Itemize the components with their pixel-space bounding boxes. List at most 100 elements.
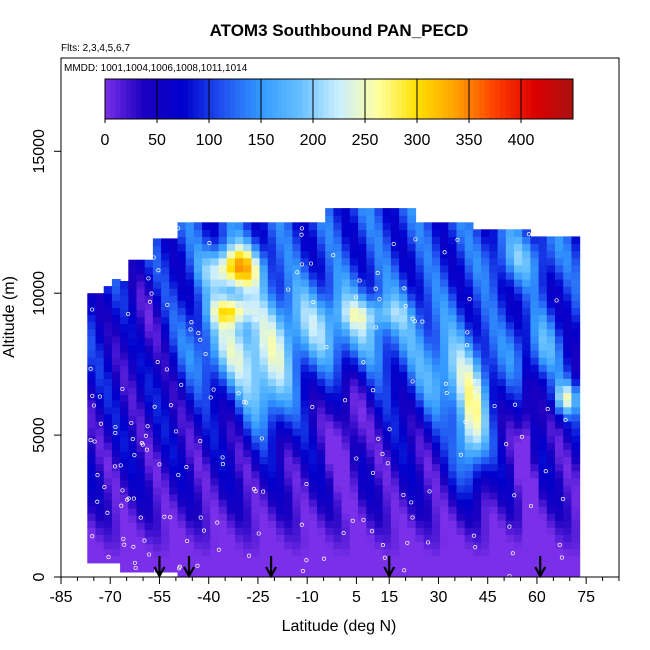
colorbar-segment: [536, 79, 543, 119]
colorbar-tick-label: 0: [101, 132, 110, 149]
x-tick-label: 5: [352, 589, 361, 606]
colorbar-segment: [110, 79, 116, 119]
colorbar-segment: [162, 79, 168, 119]
colorbar-segment: [432, 79, 439, 119]
colorbar-segment: [567, 79, 574, 119]
colorbar-segment: [177, 79, 184, 119]
colorbar-segment: [349, 79, 355, 119]
colorbar-segment: [214, 79, 220, 119]
profile-marker-arrow: [534, 556, 547, 579]
colorbar-segment: [193, 79, 199, 119]
x-axis: -85 -70 -55 -40 -25 -10 5 15 30 45 60 75: [49, 577, 620, 606]
colorbar-segment: [562, 79, 569, 119]
colorbar-segment: [151, 79, 158, 119]
colorbar-tick-label: 100: [196, 132, 223, 149]
profile-marker-arrow: [265, 556, 278, 579]
colorbar-segment: [183, 79, 189, 119]
colorbar-segment: [250, 79, 257, 119]
dates-note: MMDD: 1001,1004,1006,1008,1011,1014: [64, 63, 248, 74]
colorbar-tick-label: 200: [300, 132, 327, 149]
colorbar-segment: [172, 79, 179, 119]
profile-marker-arrow: [383, 556, 396, 579]
colorbar-segment: [484, 79, 491, 119]
y-axis: 0 5000 10000 15000: [31, 129, 61, 581]
colorbar-segment: [521, 79, 527, 119]
colorbar-segment: [333, 79, 340, 119]
colorbar-segment: [380, 79, 387, 119]
profile-marker-arrow: [153, 556, 166, 579]
colorbar-segment: [365, 79, 371, 119]
x-tick-label: -55: [148, 589, 171, 606]
colorbar-segment: [261, 79, 267, 119]
colorbar-segment: [318, 79, 324, 119]
x-tick-label: -25: [246, 589, 269, 606]
colorbar-segment: [120, 79, 127, 119]
colorbar-segment: [391, 79, 397, 119]
colorbar-segment: [245, 79, 251, 119]
x-tick-label: 60: [528, 589, 546, 606]
y-tick-label: 5000: [31, 417, 48, 453]
observation-points: [88, 226, 568, 577]
colorbar-segment: [422, 79, 428, 119]
colorbar: 0 50 100 150 200 250 300 350 400: [101, 78, 574, 149]
y-tick-label: 10000: [31, 271, 48, 316]
colorbar-segment: [157, 79, 163, 119]
colorbar-segment: [547, 79, 553, 119]
colorbar-segment: [427, 79, 433, 119]
colorbar-tick-label: 150: [248, 132, 275, 149]
colorbar-segment: [235, 79, 241, 119]
colorbar-segment: [219, 79, 225, 119]
x-tick-label: -40: [197, 589, 220, 606]
colorbar-segment: [479, 79, 485, 119]
colorbar-segment: [552, 79, 558, 119]
colorbar-segment: [505, 79, 511, 119]
colorbar-frame: [104, 78, 574, 120]
colorbar-segment: [240, 79, 246, 119]
colorbar-tick-label: 350: [456, 132, 483, 149]
colorbar-segment: [474, 79, 480, 119]
colorbar-segment: [297, 79, 303, 119]
colorbar-segment: [469, 79, 475, 119]
colorbar-segment: [495, 79, 501, 119]
colorbar-segment: [510, 79, 517, 119]
colorbar-segment: [437, 79, 444, 119]
x-axis-label: Latitude (deg N): [282, 618, 397, 635]
colorbar-segment: [302, 79, 309, 119]
colorbar-segment: [266, 79, 272, 119]
colorbar-segment: [401, 79, 407, 119]
colorbar-segment: [375, 79, 381, 119]
colorbar-tick-label: 50: [148, 132, 166, 149]
colorbar-segment: [328, 79, 335, 119]
colorbar-segment: [307, 79, 314, 119]
colorbar-segment: [500, 79, 506, 119]
colorbar-segment: [276, 79, 283, 119]
y-tick-label: 0: [31, 572, 48, 581]
colorbar-segment: [125, 79, 132, 119]
y-axis-label: Altitude (m): [1, 276, 18, 358]
colorbar-segment: [115, 79, 121, 119]
colorbar-segment: [146, 79, 153, 119]
chart-title: ATOM3 Southbound PAN_PECD: [210, 21, 469, 40]
colorbar-segment: [287, 79, 293, 119]
colorbar-segment: [406, 79, 413, 119]
colorbar-segment: [359, 79, 366, 119]
x-tick-label: 15: [380, 589, 398, 606]
x-tick-label: 30: [430, 589, 448, 606]
colorbar-segment: [463, 79, 470, 119]
colorbar-segment: [224, 79, 231, 119]
colorbar-segment: [271, 79, 277, 119]
colorbar-segment: [531, 79, 537, 119]
colorbar-segment: [281, 79, 288, 119]
colorbar-segment: [105, 79, 111, 119]
y-tick-label: 15000: [31, 129, 48, 174]
colorbar-segment: [396, 79, 402, 119]
colorbar-segment: [417, 79, 423, 119]
colorbar-segment: [188, 79, 194, 119]
colorbar-segment: [443, 79, 449, 119]
colorbar-segment: [385, 79, 392, 119]
colorbar-segment: [255, 79, 262, 119]
colorbar-segment: [370, 79, 376, 119]
colorbar-segment: [209, 79, 215, 119]
colorbar-segment: [541, 79, 548, 119]
